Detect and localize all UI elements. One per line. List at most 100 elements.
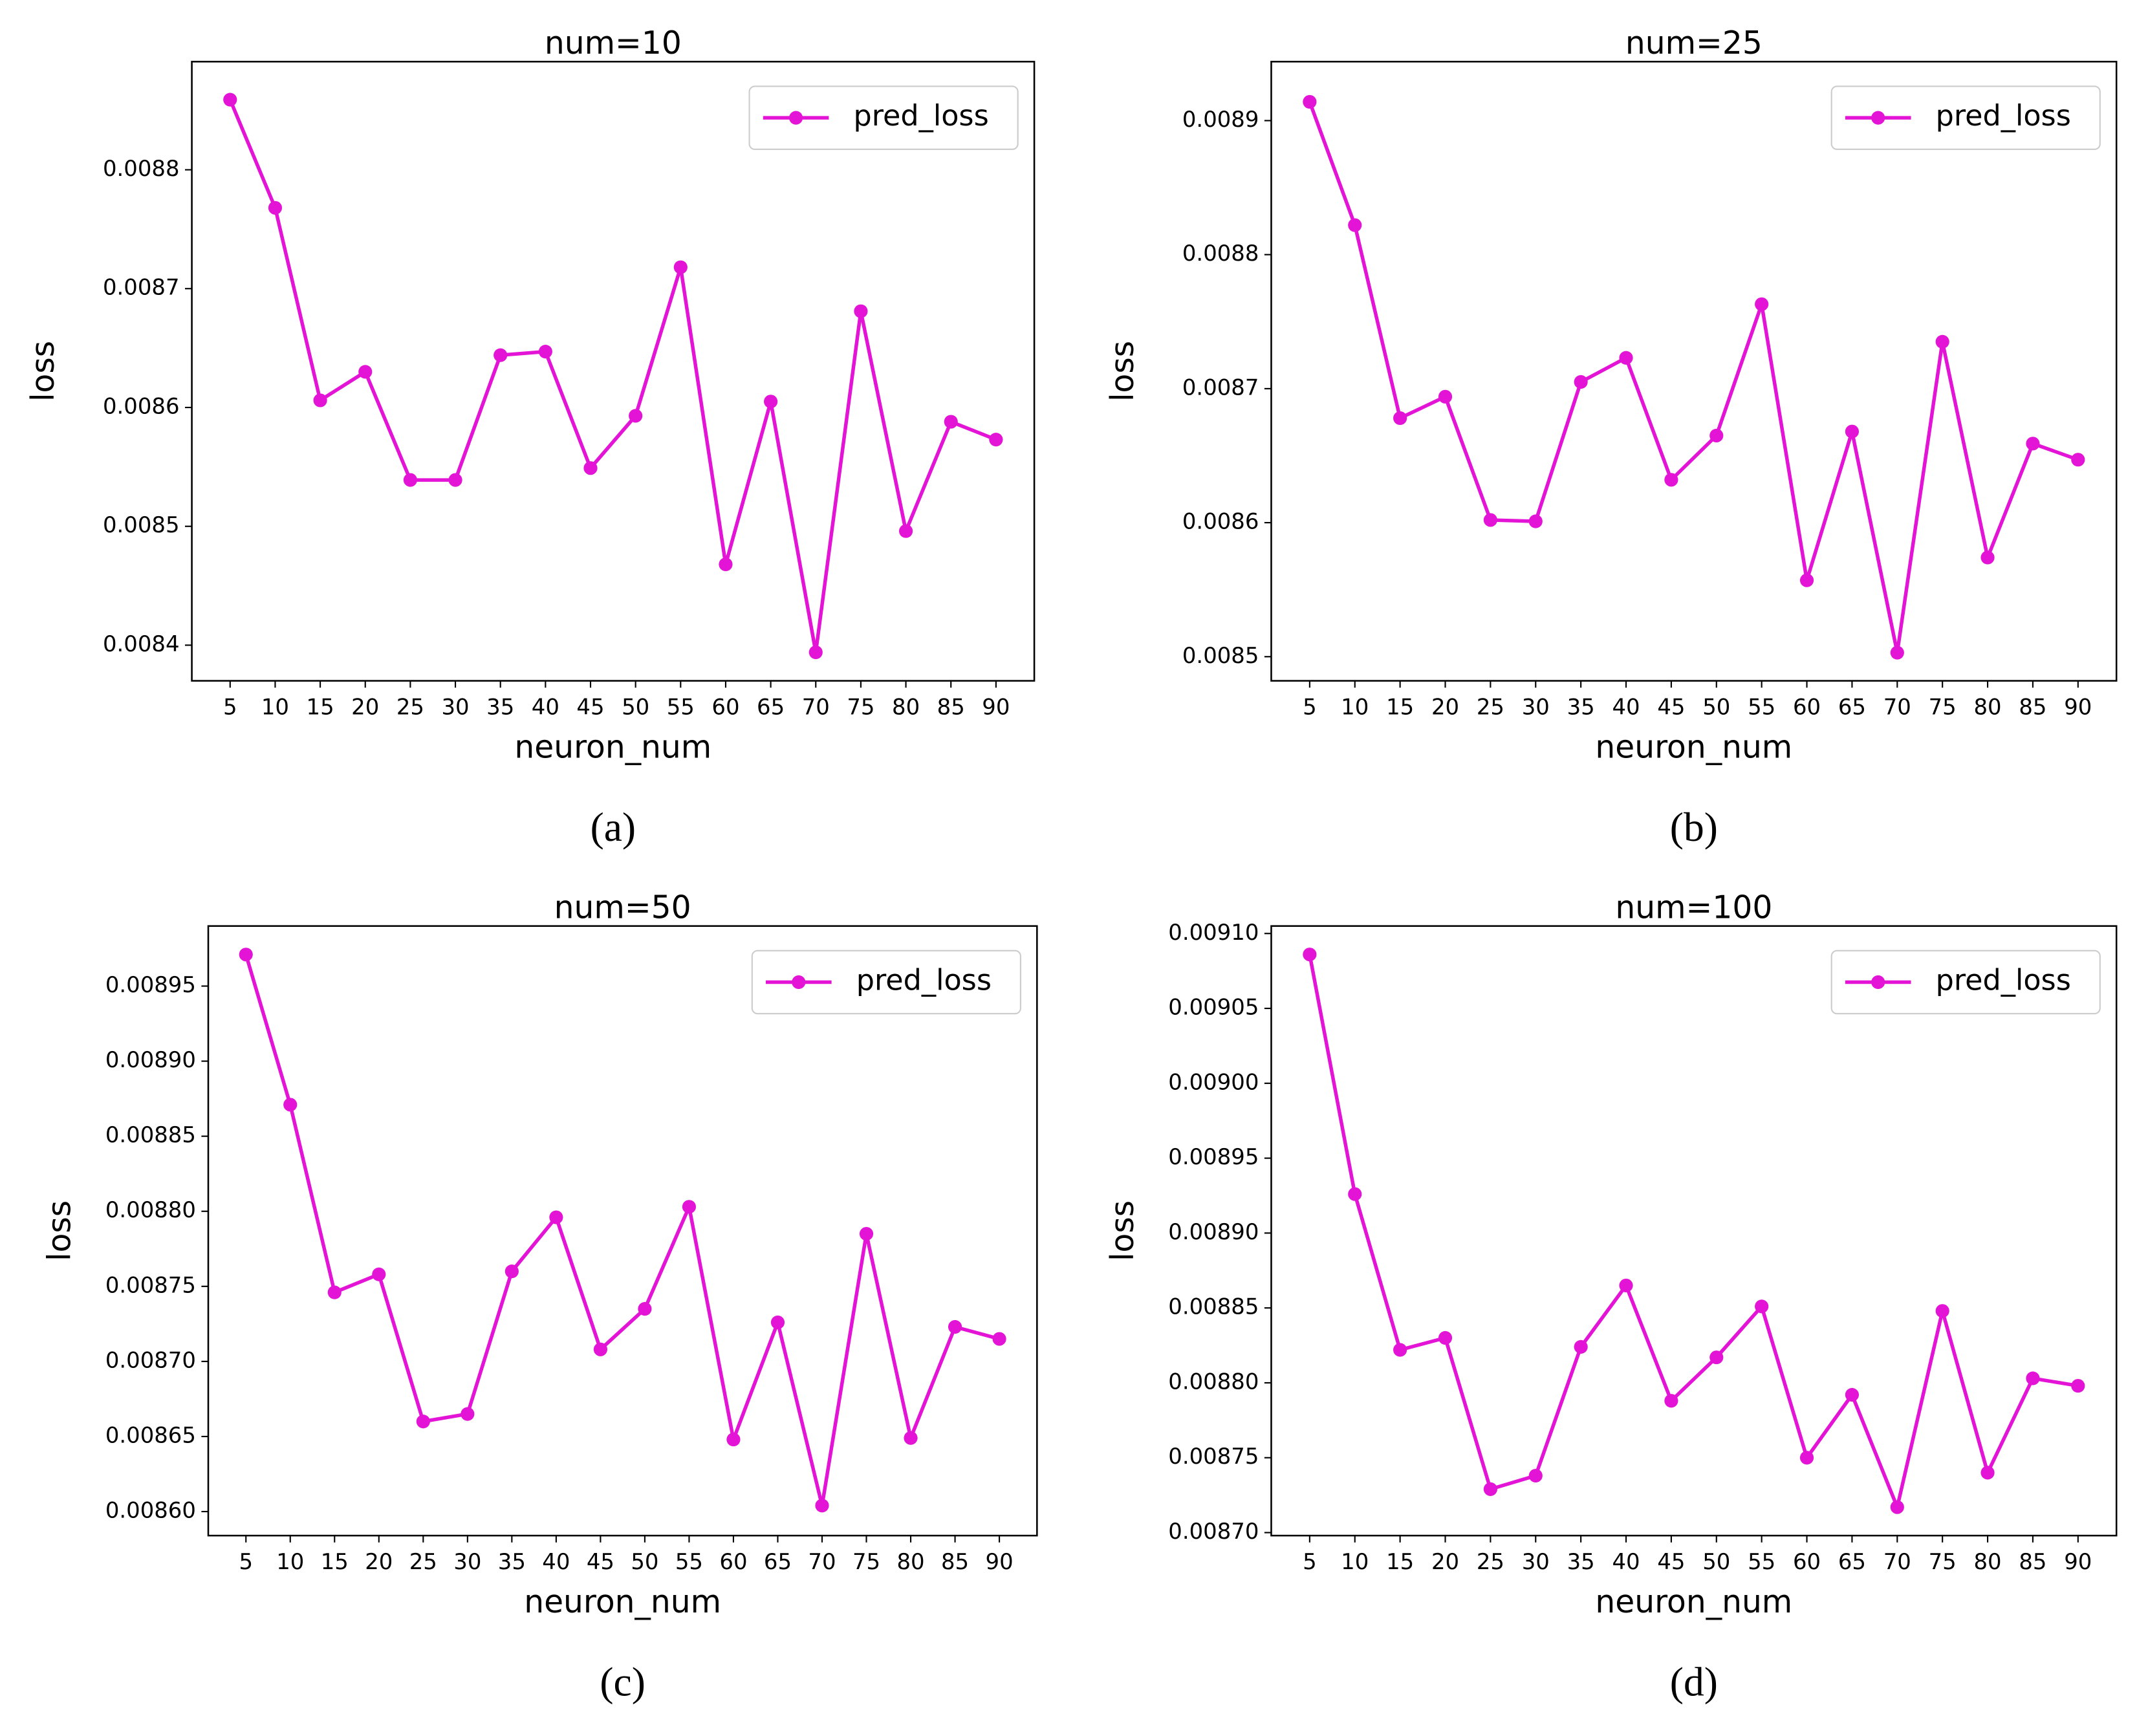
y-tick-label: 0.0089 [1182, 107, 1259, 132]
y-tick-label: 0.0086 [103, 393, 180, 418]
x-tick-label: 50 [1702, 1549, 1730, 1574]
x-tick-label: 85 [2019, 694, 2046, 719]
x-tick-label: 65 [1838, 694, 1866, 719]
x-axis-label: neuron_num [1595, 1584, 1792, 1620]
x-tick-label: 40 [542, 1549, 570, 1574]
data-point [1709, 428, 1724, 442]
axes-frame [1270, 61, 2118, 682]
legend-box [748, 85, 1019, 150]
data-point [629, 409, 643, 423]
data-point [416, 1415, 430, 1429]
data-point [1348, 218, 1362, 232]
data-point [372, 1267, 386, 1281]
data-point [992, 1332, 1006, 1346]
x-tick-label: 85 [2019, 1549, 2046, 1574]
x-tick-label: 50 [1702, 694, 1730, 719]
x-tick-label: 35 [1567, 1549, 1595, 1574]
x-tick-label: 65 [1838, 1549, 1866, 1574]
data-point [1709, 1351, 1724, 1365]
x-tick-label: 55 [667, 694, 695, 719]
y-tick-label: 0.00880 [105, 1197, 196, 1222]
caption: (c) [600, 1659, 645, 1705]
x-axis-label: neuron_num [524, 1584, 721, 1620]
x-tick-label: 85 [941, 1549, 969, 1574]
x-tick-label: 20 [365, 1549, 393, 1574]
y-tick-label: 0.0086 [1182, 509, 1259, 534]
y-tick-label: 0.0087 [103, 275, 180, 300]
legend-label: pred_loss [856, 964, 992, 997]
data-point [1845, 424, 1860, 439]
series-line [244, 954, 1000, 1506]
data-point [448, 473, 462, 487]
chart-title: num=50 [554, 889, 691, 926]
x-tick-label: 15 [1386, 694, 1414, 719]
x-tick-label: 25 [396, 694, 424, 719]
y-tick-label: 0.0088 [103, 156, 180, 181]
x-tick-label: 45 [1657, 1549, 1685, 1574]
legend-box [1830, 949, 2101, 1015]
x-tick-label: 5 [239, 1549, 253, 1574]
y-axis-label: loss [25, 341, 61, 402]
axes-frame [1270, 925, 2118, 1537]
data-point [1438, 389, 1453, 404]
x-tick-label: 30 [441, 694, 469, 719]
x-tick-label: 5 [1303, 694, 1317, 719]
legend-marker [792, 975, 806, 990]
y-axis-label: loss [41, 1200, 78, 1261]
data-point [948, 1319, 962, 1334]
x-tick-label: 10 [1341, 1549, 1369, 1574]
x-tick-label: 15 [307, 694, 334, 719]
y-tick-label: 0.00885 [105, 1122, 196, 1147]
legend-marker [1871, 111, 1885, 125]
x-tick-label: 60 [711, 694, 739, 719]
data-point [1980, 550, 1995, 565]
x-axis-label: neuron_num [514, 729, 711, 765]
chart-title: num=25 [1625, 25, 1763, 61]
x-tick-label: 55 [1748, 694, 1775, 719]
data-point [593, 1342, 607, 1356]
data-point [1799, 573, 1814, 587]
x-tick-label: 90 [2064, 1549, 2092, 1574]
x-tick-label: 40 [1612, 1549, 1640, 1574]
y-axis-label: loss [1105, 341, 1141, 402]
legend-marker [1871, 975, 1885, 990]
x-tick-label: 70 [1883, 694, 1911, 719]
x-tick-label: 60 [1793, 694, 1821, 719]
data-point [1348, 1187, 1362, 1201]
x-tick-label: 65 [757, 694, 785, 719]
data-point [494, 348, 508, 362]
caption: (b) [1670, 804, 1718, 850]
data-point [1438, 1330, 1453, 1345]
x-tick-label: 80 [896, 1549, 924, 1574]
data-point [583, 461, 598, 475]
x-tick-label: 75 [852, 1549, 880, 1574]
y-tick-label: 0.0084 [103, 631, 180, 656]
data-point [904, 1431, 918, 1445]
axes-frame [191, 61, 1036, 682]
data-point [2071, 453, 2085, 467]
data-point [770, 1315, 785, 1330]
data-point [538, 345, 552, 359]
x-tick-label: 75 [1929, 1549, 1957, 1574]
y-tick-label: 0.00870 [1168, 1519, 1259, 1544]
data-point [358, 365, 373, 379]
x-tick-label: 10 [261, 694, 289, 719]
data-point [989, 433, 1003, 447]
y-tick-label: 0.00880 [1168, 1369, 1259, 1394]
data-point [313, 393, 327, 407]
data-point [2026, 1371, 2040, 1385]
data-point [1664, 1394, 1678, 1408]
data-point [1890, 646, 1904, 660]
y-axis-label: loss [1105, 1200, 1141, 1261]
y-tick-label: 0.00905 [1168, 995, 1259, 1020]
x-tick-label: 50 [631, 1549, 658, 1574]
y-tick-label: 0.00895 [105, 972, 196, 997]
x-tick-label: 90 [982, 694, 1010, 719]
data-point [1755, 297, 1769, 311]
x-tick-label: 35 [1567, 694, 1595, 719]
series-line [228, 99, 997, 653]
data-point [859, 1226, 874, 1241]
data-point [1980, 1466, 1995, 1480]
y-tick-label: 0.00875 [1168, 1444, 1259, 1469]
data-point [1845, 1387, 1860, 1402]
